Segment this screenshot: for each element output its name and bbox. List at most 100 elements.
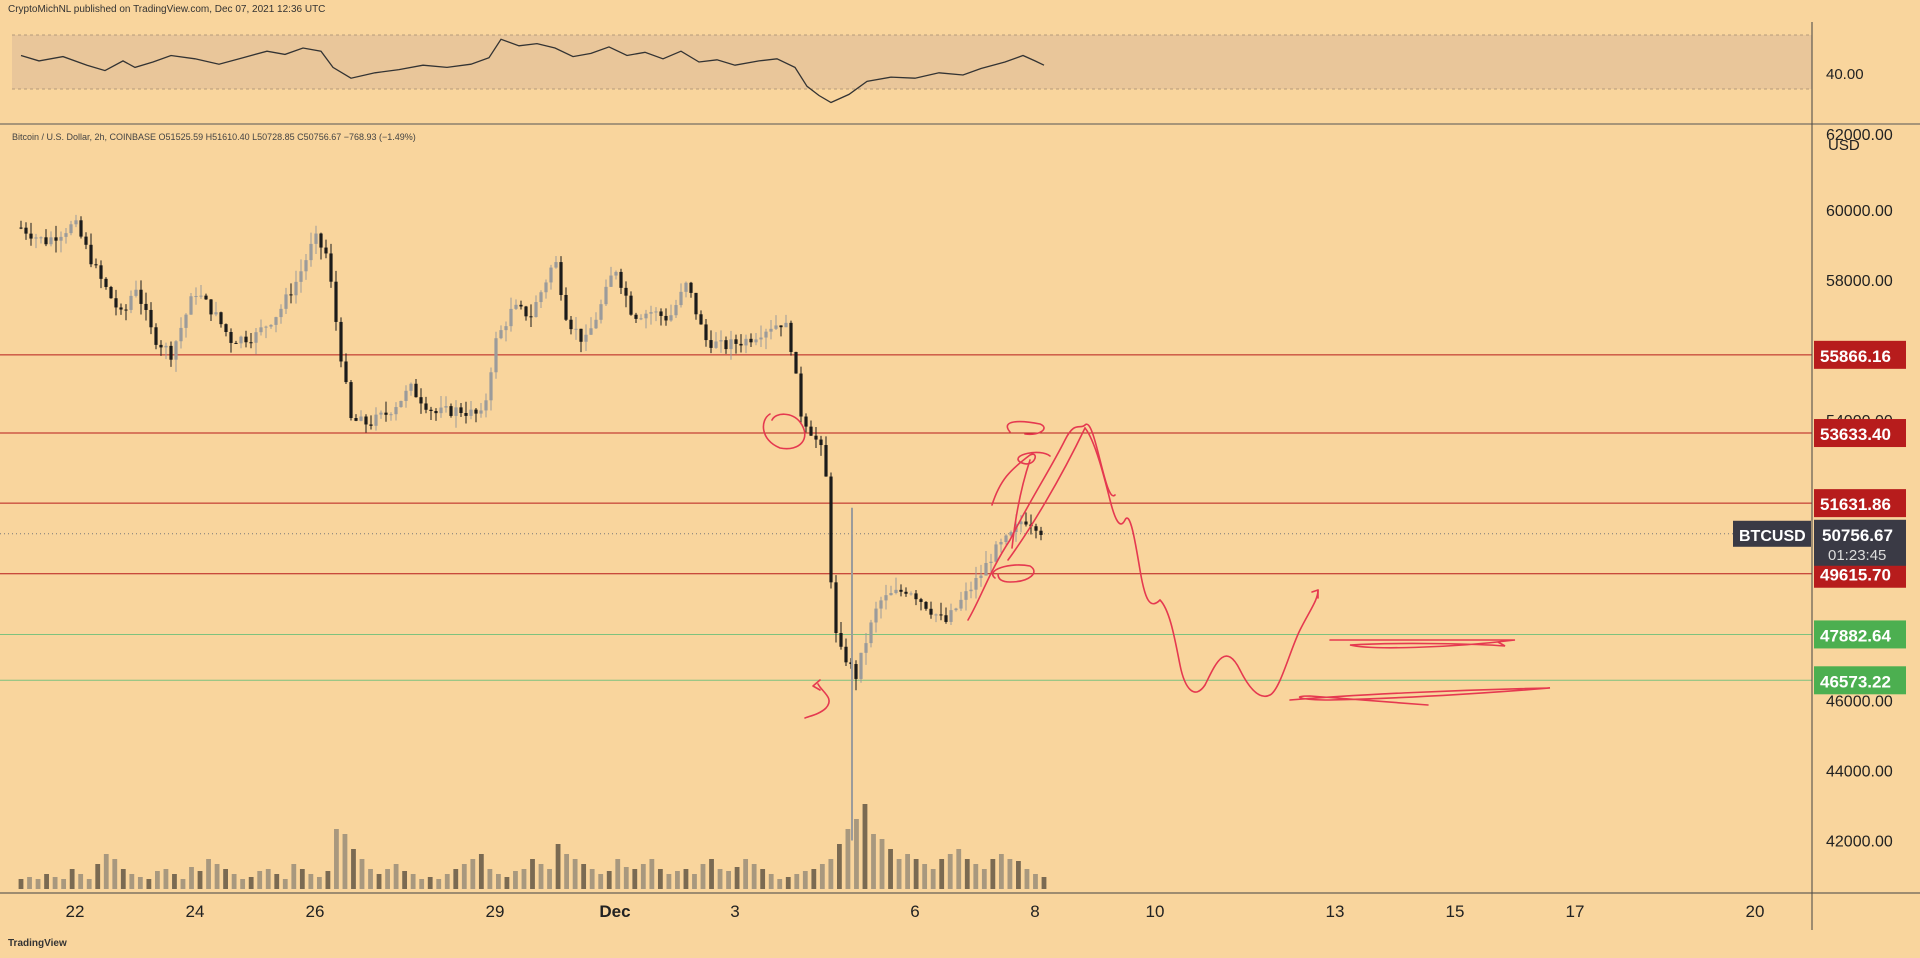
volume-bar bbox=[120, 869, 126, 889]
candle-body bbox=[964, 591, 968, 600]
candle-body bbox=[249, 342, 253, 344]
annotation-stroke bbox=[992, 564, 1035, 583]
volume-bar bbox=[385, 869, 390, 889]
candle-body bbox=[679, 291, 683, 306]
candle-body bbox=[504, 326, 508, 331]
candle-body bbox=[309, 243, 313, 261]
candle-body bbox=[229, 331, 233, 343]
volume-bar bbox=[436, 879, 442, 889]
level-badge-label: 53633.40 bbox=[1820, 425, 1891, 444]
current-price-badge bbox=[1814, 519, 1906, 566]
volume-bar bbox=[879, 839, 885, 889]
volume-bar bbox=[351, 849, 356, 889]
candle-body bbox=[839, 632, 843, 647]
candle-body bbox=[774, 325, 778, 329]
volume-bar bbox=[504, 877, 510, 889]
x-tick-label: 3 bbox=[730, 902, 739, 921]
annotation-stroke bbox=[1289, 687, 1551, 706]
candle-body bbox=[279, 308, 283, 318]
candle-body bbox=[489, 372, 493, 401]
candle-body bbox=[709, 340, 713, 348]
candle-body bbox=[519, 304, 523, 307]
candle-body bbox=[559, 262, 563, 295]
candle-body bbox=[974, 578, 978, 590]
candle-body bbox=[639, 318, 643, 320]
candle-body bbox=[494, 338, 498, 373]
candle-body bbox=[939, 614, 943, 616]
candle-body bbox=[234, 342, 238, 344]
candle-body bbox=[479, 410, 483, 414]
volume-bar bbox=[538, 864, 544, 889]
candle-body bbox=[704, 324, 708, 341]
annotation-stroke bbox=[991, 451, 1051, 506]
candle-body bbox=[89, 244, 93, 265]
volume-bar bbox=[581, 864, 587, 889]
candle-body bbox=[1039, 530, 1043, 535]
candle-body bbox=[889, 593, 893, 596]
volume-bar bbox=[828, 859, 834, 889]
candle-body bbox=[959, 599, 963, 609]
volume-bar bbox=[1016, 861, 1021, 889]
candle-body bbox=[464, 413, 468, 416]
x-tick-label: 8 bbox=[1030, 902, 1039, 921]
publisher-info: CryptoMichNL published on TradingView.co… bbox=[8, 4, 326, 15]
candle-body bbox=[794, 351, 798, 374]
volume-bar bbox=[112, 859, 118, 889]
level-badge-label: 55866.16 bbox=[1820, 347, 1891, 366]
annotation-stroke bbox=[1007, 427, 1086, 561]
volume-bar bbox=[359, 859, 365, 889]
candle-body bbox=[374, 414, 378, 426]
candle-body bbox=[879, 600, 883, 609]
volume-bar bbox=[334, 829, 339, 889]
volume-bar bbox=[675, 871, 680, 889]
candle-body bbox=[499, 330, 503, 339]
candle-body bbox=[829, 476, 833, 583]
candle-body bbox=[604, 286, 608, 305]
candle-body bbox=[144, 303, 148, 310]
candle-body bbox=[599, 304, 603, 320]
candle-body bbox=[654, 311, 658, 313]
annotation-stroke bbox=[1011, 459, 1031, 549]
candle-body bbox=[304, 260, 308, 272]
candle-body bbox=[154, 327, 158, 345]
candle-body bbox=[49, 237, 53, 245]
candle-body bbox=[189, 296, 193, 315]
candle-body bbox=[684, 282, 688, 292]
candle-body bbox=[69, 224, 73, 234]
volume-bar bbox=[811, 869, 817, 889]
y-tick-label: 42000.00 bbox=[1826, 833, 1893, 850]
candle-body bbox=[209, 299, 213, 315]
candle-body bbox=[884, 595, 888, 601]
x-tick-label: 26 bbox=[306, 902, 325, 921]
candle-body bbox=[334, 281, 338, 322]
volume-bar bbox=[223, 869, 228, 889]
candle-body bbox=[24, 227, 28, 234]
volume-bar bbox=[743, 859, 749, 889]
price-levels: 55866.16 53633.40 51631.86 49615.70 47882.64… bbox=[0, 340, 1906, 695]
volume-bar bbox=[478, 854, 484, 889]
candle-body bbox=[284, 294, 288, 309]
symbol-info: Bitcoin / U.S. Dollar, 2h, COINBASE O515… bbox=[12, 132, 416, 142]
volume-bar bbox=[700, 864, 706, 889]
volume-bar bbox=[61, 879, 67, 889]
volume-bar bbox=[623, 867, 629, 889]
candle-body bbox=[509, 308, 513, 327]
x-tick-label: 20 bbox=[1746, 902, 1765, 921]
volume-bar bbox=[794, 874, 800, 889]
candle-body bbox=[549, 267, 553, 283]
volume-bar bbox=[913, 859, 919, 889]
volume-bar bbox=[402, 871, 408, 889]
volume-bar bbox=[521, 869, 527, 889]
volume-bar bbox=[44, 874, 49, 889]
volume-bar bbox=[606, 871, 612, 889]
volume-bar bbox=[308, 874, 314, 889]
candle-body bbox=[914, 593, 918, 600]
candle-body bbox=[294, 281, 298, 296]
candle-body bbox=[524, 306, 528, 317]
annotation-stroke bbox=[1084, 427, 1319, 697]
volume-bar bbox=[35, 879, 41, 889]
candle-body bbox=[989, 561, 993, 564]
candle-body bbox=[449, 406, 453, 416]
candle-body bbox=[764, 331, 768, 338]
